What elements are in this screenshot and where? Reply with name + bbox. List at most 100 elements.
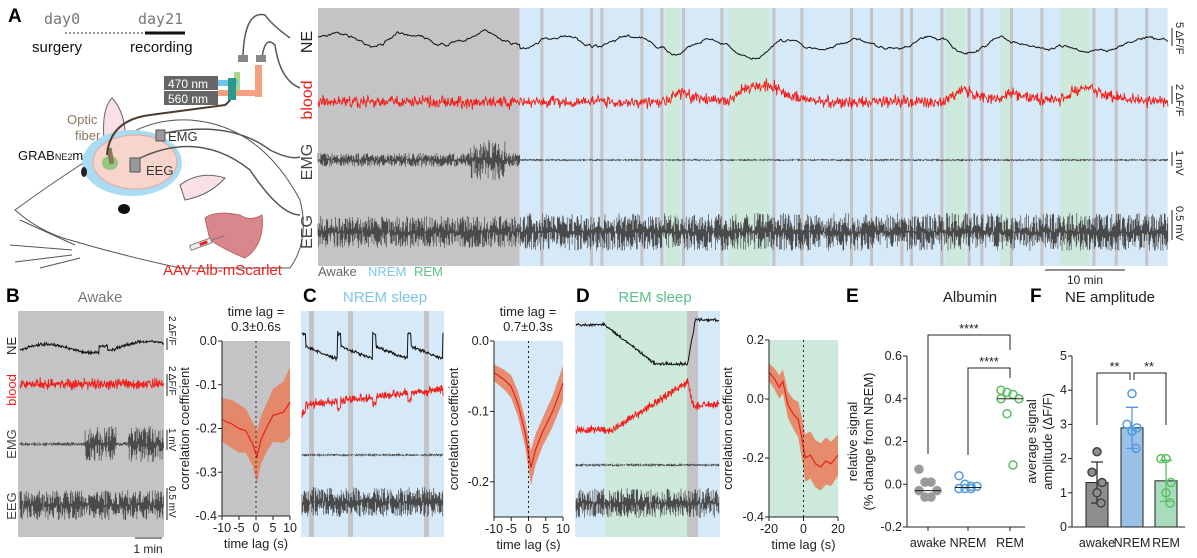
x-tick-label: -20 (760, 522, 778, 536)
c-traces-eeg (301, 487, 444, 517)
laser-560 (164, 91, 218, 105)
data-point (1161, 453, 1171, 464)
y-tick-label: 3 (1060, 417, 1067, 431)
x-tick-label: 10 (556, 522, 570, 536)
trace-label-emg: EMG (299, 144, 316, 180)
state-brief-awake (850, 8, 853, 266)
x-tick-label: 0 (525, 522, 532, 536)
data-point (1087, 467, 1097, 478)
mean-line (221, 401, 291, 460)
panel-a-labels: NE blood EMG EEG 5 ΔF/F 2 ΔF/F 1 mV 0.5 … (299, 22, 1185, 287)
data-point (1166, 477, 1176, 488)
state-rem (1000, 8, 1013, 266)
b-time-scalebar-label: 1 min (133, 542, 162, 556)
orange-light (218, 90, 258, 96)
panel-c-traces (301, 311, 444, 537)
data-point (1127, 388, 1137, 399)
data-point (1008, 460, 1018, 470)
y-tick-label: -0.2 (195, 422, 217, 436)
optic-fiber-ferrule (106, 147, 115, 165)
panel-label-a: A (8, 6, 22, 27)
data-point (1122, 419, 1132, 430)
y-tick-label: 4 (1060, 383, 1067, 397)
state-brief-awake (980, 8, 984, 266)
y-axis-label: average signal (1024, 399, 1039, 484)
sem-band (494, 364, 563, 486)
data-point (1092, 488, 1102, 498)
panel-a-illustration: A day0 day21 surgery recording Optic fib… (8, 6, 304, 279)
y-tick-label: 0.0 (747, 392, 764, 406)
data-point (1092, 447, 1102, 457)
c-brief-awake (348, 311, 353, 537)
mouse-eye (118, 204, 130, 214)
y-tick-label: 0.0 (200, 334, 217, 348)
b-traces-eeg (19, 490, 164, 520)
optic-fiber-label-2: fiber (75, 128, 101, 143)
y-tick-label: 0.4 (885, 392, 902, 406)
y-tick-label: -0.4 (195, 509, 217, 523)
emg-cable (164, 128, 301, 159)
panel-label-f: F (1030, 286, 1042, 307)
y-tick-label: -0.4 (742, 510, 764, 524)
comparison-bracket (1133, 372, 1167, 425)
state-rem (1060, 8, 1090, 266)
d-awake-background (687, 311, 698, 537)
trace-label-blood: blood (299, 80, 316, 119)
d-traces-ne (575, 317, 720, 367)
b-scalebar-eeg-label: 0.5 mV (166, 486, 177, 518)
y-tick-label: 0.6 (885, 349, 902, 363)
x-tick-label: REM (996, 536, 1024, 550)
emg-label: EMG (168, 129, 198, 144)
scatter-E: 0.6 0.4 0.2 0.0 -0.2 awake NREM REM **** **** rela… (845, 322, 1025, 550)
significance-label: ** (1144, 360, 1154, 374)
b-traces-emg (19, 426, 164, 462)
b-label-ne: NE (4, 337, 19, 355)
y-axis-label: relative signal (845, 402, 860, 482)
trace-emg (317, 140, 1169, 180)
y-tick-label: 1 (1060, 486, 1067, 500)
c-brief-awake (424, 311, 429, 537)
state-rem (945, 8, 966, 266)
legend-nrem: NREM (368, 264, 406, 279)
state-brief-awake (590, 8, 593, 266)
state-brief-awake (940, 8, 944, 266)
scalebar-eeg-label: 0.5 mV (1173, 206, 1185, 242)
dichroic (228, 78, 236, 100)
legend-awake: Awake (318, 264, 357, 279)
state-brief-awake (800, 8, 804, 266)
y-tick-label: 2 (1060, 452, 1067, 466)
y-tick-label: 0.0 (885, 477, 902, 491)
data-point (1097, 477, 1107, 488)
data-point (1096, 498, 1106, 508)
eeg-cable (139, 145, 301, 216)
data-point (926, 492, 936, 502)
connector-blood (256, 55, 266, 62)
panel-d-traces (575, 311, 720, 537)
scalebar-ne-label: 5 ΔF/F (1173, 22, 1185, 55)
b-label-blood: blood (4, 374, 19, 406)
d-traces-eeg (575, 488, 720, 518)
state-brief-awake (772, 8, 776, 266)
day21-label: day21 (138, 10, 183, 28)
x-tick-label: -5 (506, 522, 517, 536)
state-brief-awake (600, 8, 604, 266)
c-traces-emg (301, 453, 444, 457)
mouse-ear-right (179, 174, 226, 201)
d-traces-blood (575, 378, 720, 435)
x-tick-label: 10 (283, 521, 297, 535)
panel-c-title: NREM sleep (343, 289, 427, 306)
c-lag-line1: time lag = (500, 304, 557, 319)
syringe-icon (188, 235, 225, 251)
y-tick-label: -0.1 (195, 378, 217, 392)
connector-ne (238, 55, 248, 62)
state-brief-awake (900, 8, 904, 266)
b-traces-blood (19, 377, 165, 391)
panel-d-title: REM sleep (618, 289, 691, 306)
b-scalebar-ne-label: 2 ΔF/F (166, 316, 177, 345)
comparison-bracket (1096, 372, 1131, 425)
x-tick-label: REM (1152, 536, 1180, 550)
whiskers (9, 219, 81, 269)
